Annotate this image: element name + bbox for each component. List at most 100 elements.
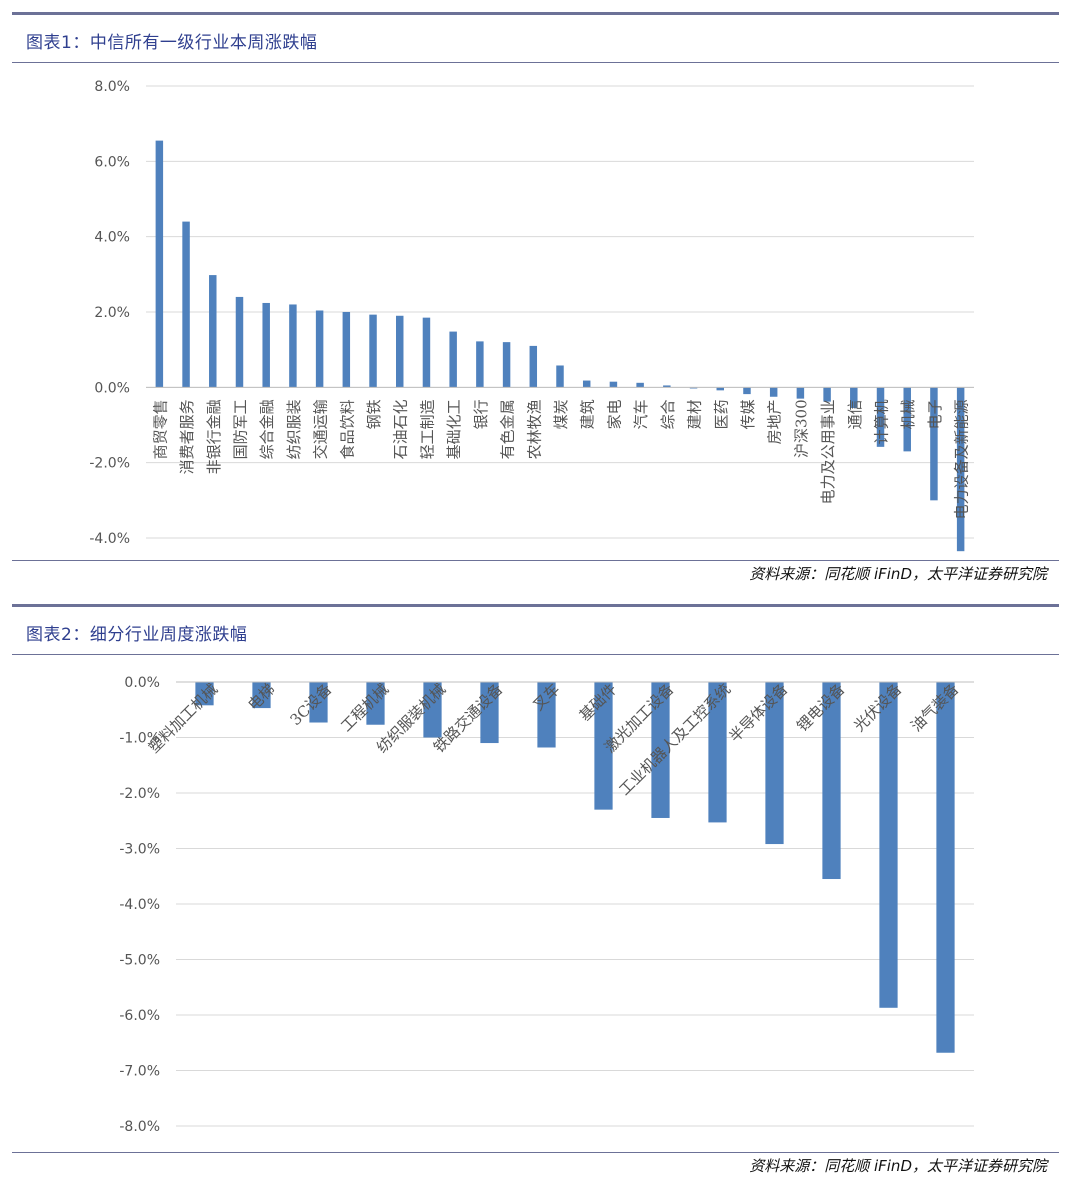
bar: [252, 682, 271, 709]
category-label: 非银行金融: [205, 399, 223, 474]
y-tick-label: -4.0%: [119, 897, 160, 913]
bar: [502, 342, 511, 388]
bar: [342, 312, 351, 388]
bar: [936, 682, 955, 1053]
bar: [556, 365, 564, 388]
category-label: 塑料加工机械: [145, 680, 221, 756]
category-label: 基础化工: [445, 399, 463, 459]
category-label: 轻工制造: [418, 399, 436, 459]
bar: [480, 682, 499, 744]
bar: [903, 387, 911, 452]
y-tick-label: 0.0%: [124, 675, 160, 691]
category-label: 建材: [686, 399, 704, 429]
category-label: 建筑: [579, 399, 597, 429]
bar: [182, 221, 190, 388]
panel-top-border: [12, 12, 1059, 15]
y-tick-label: -3.0%: [119, 842, 160, 858]
chart-panel-2: 图表2：细分行业周度涨跌幅 0.0% -1.0% -2.0% -3.0% -4.0% -5…: [12, 604, 1059, 1179]
bar: [879, 682, 898, 1008]
bar: [476, 341, 484, 388]
bar: [366, 682, 385, 725]
category-label: 交通运输: [312, 399, 330, 459]
category-label: 电力及公用事业: [819, 399, 837, 504]
bar: [956, 387, 965, 552]
bar: [262, 302, 270, 388]
y-tick-label: -6.0%: [119, 1008, 160, 1024]
bar: [609, 381, 618, 388]
bar: [209, 275, 217, 388]
source-divider: [12, 1152, 1059, 1153]
category-label: 消费者服务: [178, 399, 196, 474]
bar: [663, 385, 671, 388]
y-tick-label: -1.0%: [119, 731, 160, 747]
category-label: 叉车: [529, 680, 563, 714]
y-tick-label: 4.0%: [94, 230, 130, 246]
bar: [765, 682, 784, 845]
y-tick-label: -2.0%: [89, 456, 130, 472]
y-tick-label: -2.0%: [119, 786, 160, 802]
y-tick-label: -7.0%: [119, 1064, 160, 1080]
bar: [529, 345, 538, 388]
bar: [449, 331, 457, 388]
category-label: 煤炭: [552, 399, 570, 429]
bar: [396, 315, 404, 388]
bar: [309, 682, 328, 723]
category-label: 银行: [472, 399, 490, 429]
category-label: 医药: [712, 399, 730, 429]
bar: [651, 682, 670, 818]
bar: [743, 387, 751, 395]
y-tick-label: -8.0%: [119, 1119, 160, 1135]
source-divider: [12, 560, 1059, 561]
source-note: 资料来源：同花顺 iFinD，太平洋证券研究院: [749, 1157, 1047, 1175]
bar: [423, 682, 442, 738]
y-tick-label: -4.0%: [89, 531, 130, 547]
category-label: 传媒: [739, 399, 757, 429]
category-label: 计算机: [873, 399, 891, 444]
bar: [422, 317, 431, 388]
bar-chart-industries: 8.0% 6.0% 4.0% 2.0% 0.0% -2.0% -4.0% 商贸零售 消费者服务非…: [89, 79, 974, 552]
category-label: 电力设备及新能源: [953, 399, 971, 519]
bar: [155, 140, 164, 388]
category-label: 商贸零售: [151, 399, 169, 459]
bar: [315, 310, 324, 388]
category-label: 电梯: [244, 680, 278, 714]
category-label: 房地产: [766, 399, 784, 444]
bar: [796, 387, 805, 399]
category-label: 钢铁: [365, 399, 383, 429]
bar: [636, 382, 644, 388]
bar-chart-subindustries: 0.0% -1.0% -2.0% -3.0% -4.0% -5.0% -6.0% -7.0% -…: [119, 675, 974, 1135]
category-label: 机械: [899, 399, 917, 429]
bar: [235, 296, 244, 388]
bar: [369, 314, 377, 388]
y-tick-label: 6.0%: [94, 154, 130, 170]
category-label: 石油石化: [392, 399, 410, 459]
category-label: 汽车: [632, 399, 650, 429]
bar: [850, 387, 858, 409]
chart-title: 图表2：细分行业周度涨跌幅: [26, 625, 248, 645]
chart-title: 图表1：中信所有一级行业本周涨跌幅: [26, 33, 318, 53]
bar: [716, 387, 724, 391]
bar: [289, 304, 297, 388]
category-label: 食品饮料: [338, 399, 356, 459]
category-label: 综合: [659, 399, 677, 429]
category-label: 有色金属: [499, 399, 517, 459]
category-label: 综合金融: [258, 399, 276, 459]
bar: [823, 387, 831, 402]
y-tick-label: 2.0%: [94, 305, 130, 321]
bar: [537, 682, 556, 748]
y-tick-label: 0.0%: [94, 380, 130, 396]
category-label: 农林牧渔: [525, 399, 543, 459]
title-divider: [12, 62, 1059, 63]
category-label: 通信: [846, 399, 864, 429]
category-label: 国防军工: [231, 399, 249, 459]
chart-panel-1: 图表1：中信所有一级行业本周涨跌幅 8.0% 6.0% 4.0% 2.0% 0.0% -2…: [12, 12, 1059, 583]
bar: [195, 682, 214, 706]
category-label: 电子: [926, 399, 944, 429]
bar: [708, 682, 727, 823]
category-label: 家电: [605, 399, 623, 429]
category-label: 纺织服装: [285, 399, 303, 459]
y-tick-label: 8.0%: [94, 79, 130, 95]
panel-top-border: [12, 604, 1059, 607]
source-note: 资料来源：同花顺 iFinD，太平洋证券研究院: [749, 565, 1047, 583]
bar: [930, 387, 938, 501]
